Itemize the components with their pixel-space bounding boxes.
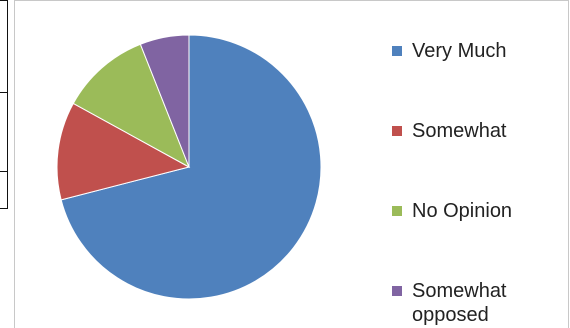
left-table-edge (0, 0, 8, 209)
legend-swatch-somewhat (392, 126, 402, 136)
legend: Very Much Somewhat No Opinion Somewhat o… (392, 34, 552, 326)
pie-slice-no-opinion (72, 43, 190, 169)
left-table-rule-bottom (0, 208, 8, 209)
left-table-rule-top (0, 0, 8, 1)
legend-item-somewhat: Somewhat (392, 114, 552, 194)
legend-item-no-opinion: No Opinion (392, 194, 552, 274)
legend-swatch-no-opinion (392, 206, 402, 216)
legend-swatch-very-much (392, 46, 402, 56)
legend-label-somewhat: Somewhat (412, 120, 507, 142)
chart-frame: Very Much Somewhat No Opinion Somewhat o… (14, 0, 569, 328)
left-table-rule-1 (0, 92, 8, 93)
legend-label-somewhat-opposed: Somewhat opposed (412, 280, 507, 326)
pie-slice-somewhat (56, 102, 191, 201)
pie-slice-somewhat-opposed (139, 34, 190, 168)
legend-label-very-much: Very Much (412, 40, 507, 62)
legend-label-no-opinion: No Opinion (412, 200, 513, 222)
legend-swatch-somewhat-opposed (392, 286, 402, 296)
pie-chart (56, 34, 322, 300)
legend-item-very-much: Very Much (392, 34, 552, 114)
left-table-rule-2 (0, 171, 8, 172)
pie-slice-very-much (60, 34, 322, 300)
